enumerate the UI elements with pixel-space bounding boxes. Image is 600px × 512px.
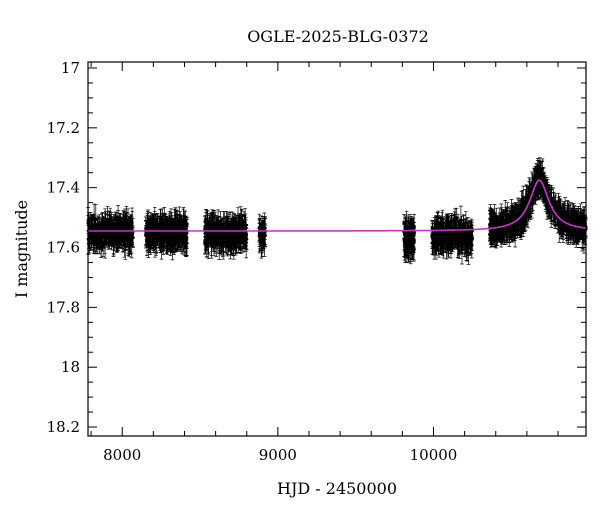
plot-area (86, 157, 588, 265)
error-bars (402, 210, 417, 265)
error-bars (430, 205, 475, 265)
observing-season (257, 212, 268, 259)
y-tick-label: 17.8 (47, 298, 80, 316)
model-curve (88, 179, 587, 232)
observing-season (430, 205, 475, 265)
observing-season (402, 210, 417, 265)
error-bars (487, 157, 588, 254)
x-axis: 8000 9000 10000 (90, 62, 559, 464)
observing-season (203, 206, 249, 260)
y-tick-label: 18 (61, 358, 80, 376)
chart-title: OGLE-2025-BLG-0372 (247, 27, 429, 46)
y-tick-label: 18.2 (47, 418, 80, 436)
y-tick-label: 17.2 (47, 119, 80, 137)
error-bars (257, 212, 268, 259)
observing-season (487, 157, 588, 254)
x-tick-label: 8000 (103, 446, 141, 464)
error-bars (86, 203, 135, 260)
error-bars (203, 206, 249, 260)
x-tick-label: 9000 (259, 446, 297, 464)
y-tick-label: 17 (61, 59, 80, 77)
x-tick-label: 10000 (410, 446, 458, 464)
y-tick-label: 17.4 (47, 179, 80, 197)
data-points (86, 157, 588, 265)
y-axis: 17 17.2 17.4 17.6 17.8 18 18.2 (47, 59, 586, 436)
y-tick-label: 17.6 (47, 239, 80, 257)
y-axis-label: I magnitude (12, 200, 31, 298)
x-axis-label: HJD - 2450000 (277, 479, 397, 498)
plot-frame (87, 61, 587, 437)
error-bars (143, 206, 189, 261)
observing-season (143, 206, 189, 261)
